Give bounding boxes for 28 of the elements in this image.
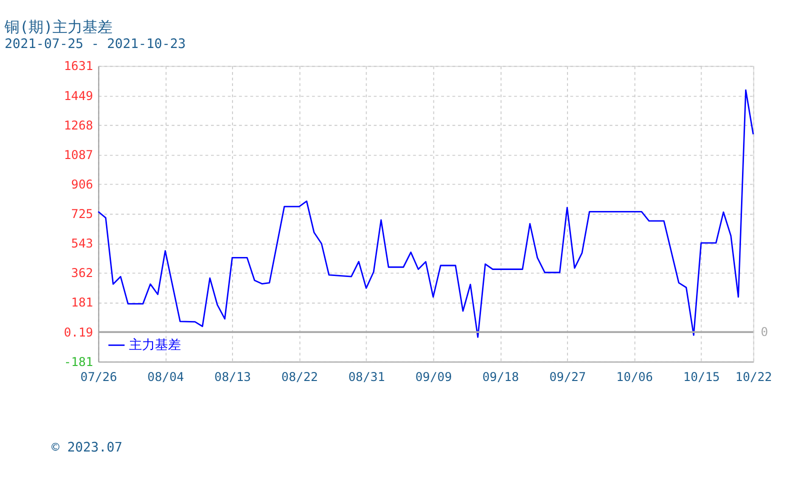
x-tick-label: 09/09 [415,370,452,384]
y-tick-label: 181 [71,296,94,310]
x-tick-label: 08/22 [281,370,318,384]
x-tick-label: 07/26 [80,370,118,384]
x-tick-label: 08/04 [147,370,184,384]
x-tick-label: 08/31 [348,370,385,384]
legend-label: 主力基差 [129,336,182,353]
x-tick-label: 10/06 [616,370,653,384]
y-tick-label: 725 [71,206,94,221]
x-tick-label: 10/15 [683,370,720,384]
y-tick-label: 1087 [64,148,94,162]
y-tick-label: -181 [64,354,94,369]
y-tick-label: 906 [71,177,94,192]
chart-subtitle: 2021-07-25 - 2021-10-23 [4,37,186,52]
x-tick-label: 09/18 [482,370,519,384]
line-series [98,89,754,338]
text: © 2023.07 [51,440,122,456]
y-tick-label: 543 [71,236,94,251]
y-tick-label: 1631 [64,59,94,74]
x-tick-label: 08/13 [214,370,251,384]
y-tick-label: 1268 [64,118,94,132]
chart-title: 铜(期)主力基差 [4,18,113,36]
y-tick-label: 1449 [64,88,94,103]
y-tick-label: 0.19 [64,325,94,340]
y-tick-label: 362 [71,266,94,280]
ref-line-label: 0 [760,324,768,339]
x-tick-label: 09/27 [549,370,586,384]
x-tick-label: 10/22 [735,370,772,384]
